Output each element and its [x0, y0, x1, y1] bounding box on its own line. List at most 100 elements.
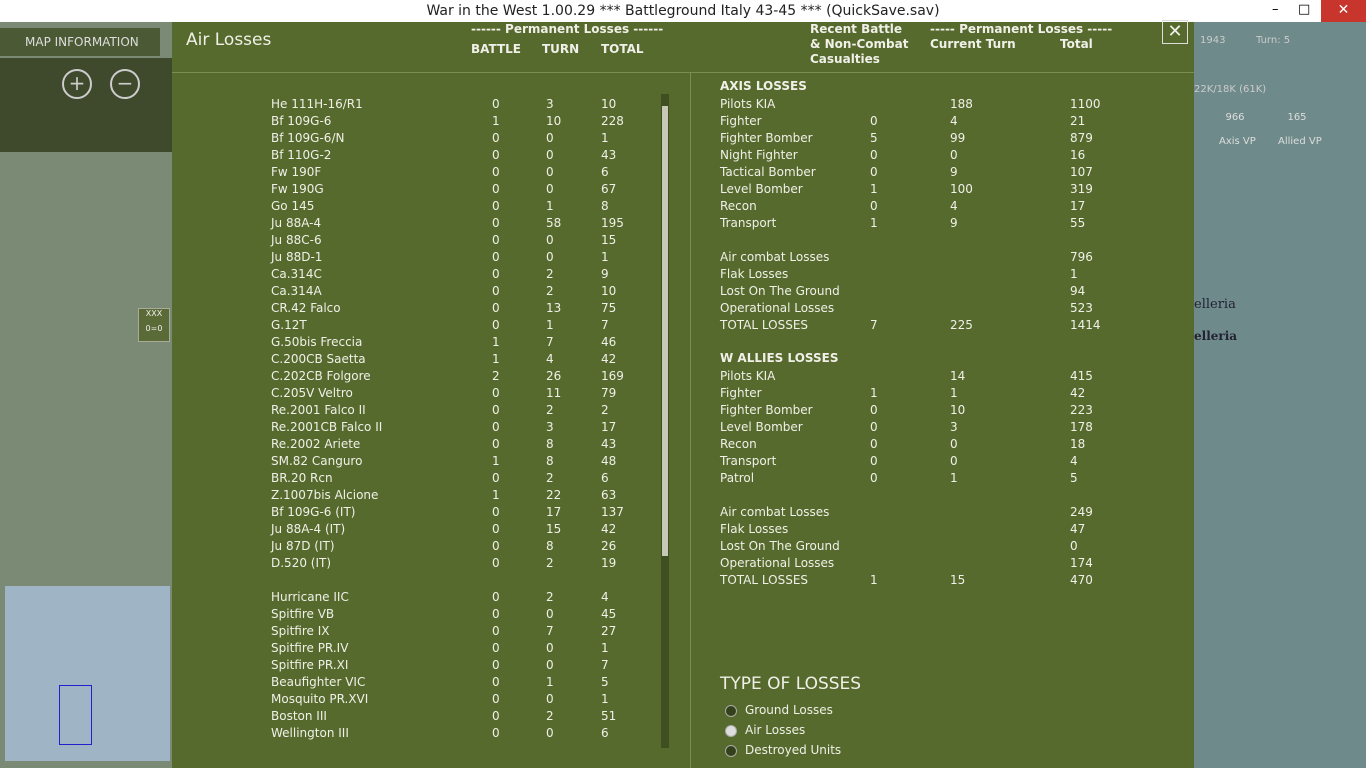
- cell-value: 0: [492, 131, 500, 145]
- row-label: Ju 88D-1: [271, 250, 323, 264]
- cell-value: 796: [1070, 250, 1093, 264]
- cell-value: 1: [546, 199, 554, 213]
- cell-value: 22: [546, 488, 562, 502]
- radio-button[interactable]: [725, 725, 737, 737]
- row-label: Lost On The Ground: [720, 539, 840, 553]
- cell-value: 0: [492, 165, 500, 179]
- radio-button[interactable]: [725, 745, 737, 757]
- row-label: TOTAL LOSSES: [720, 573, 809, 587]
- radio-label[interactable]: Air Losses: [745, 723, 806, 737]
- cell-value: 0: [492, 284, 500, 298]
- unit-counter[interactable]: XXX 0=0: [138, 308, 170, 342]
- cell-value: 1: [870, 573, 878, 587]
- cell-value: 43: [601, 437, 617, 451]
- cell-value: 2: [546, 267, 554, 281]
- row-label: BR.20 Rcn: [271, 471, 333, 485]
- cell-value: 0: [870, 403, 878, 417]
- cell-value: 94: [1070, 284, 1086, 298]
- cell-value: 0: [546, 131, 554, 145]
- radio-label[interactable]: Ground Losses: [745, 703, 833, 717]
- window-title: War in the West 1.00.29 *** Battleground…: [426, 3, 940, 19]
- cell-value: 0: [492, 726, 500, 740]
- row-label: Pilots KIA: [720, 369, 776, 383]
- cell-value: 1: [492, 114, 500, 128]
- cell-value: 8: [601, 199, 609, 213]
- cell-value: 0: [492, 675, 500, 689]
- row-label: Spitfire PR.IV: [271, 641, 349, 655]
- close-dialog-button[interactable]: ✕: [1162, 20, 1188, 44]
- cell-value: 46: [601, 335, 617, 349]
- map-information-tab[interactable]: MAP INFORMATION: [25, 35, 139, 49]
- map-label: elleria: [1194, 329, 1238, 343]
- row-label: Bf 109G-6/N: [271, 131, 345, 145]
- cell-value: 4: [1070, 454, 1078, 468]
- cell-value: 21: [1070, 114, 1086, 128]
- row-label: D.520 (IT): [271, 556, 332, 570]
- header: ----- Permanent Losses -----: [930, 22, 1113, 36]
- cell-value: 6: [601, 165, 609, 179]
- zoom-out-button[interactable]: −: [110, 69, 140, 99]
- row-label: SM.82 Canguro: [271, 454, 363, 468]
- row-label: C.202CB Folgore: [271, 369, 371, 383]
- row-label: Fighter: [720, 114, 762, 128]
- row-label: Level Bomber: [720, 420, 803, 434]
- cell-value: 26: [546, 369, 562, 383]
- row-label: Fw 190G: [271, 182, 324, 196]
- type-of-losses-title: TYPE OF LOSSES: [720, 674, 862, 694]
- row-label: Ju 88A-4 (IT): [271, 522, 346, 536]
- cell-value: 6: [601, 471, 609, 485]
- minimize-button[interactable]: –: [1272, 2, 1279, 17]
- header: & Non-Combat: [810, 37, 909, 51]
- header: BATTLE: [471, 42, 521, 56]
- row-label: TOTAL LOSSES: [720, 318, 809, 332]
- row-label: Level Bomber: [720, 182, 803, 196]
- close-button[interactable]: ✕: [1321, 0, 1366, 22]
- cell-value: 10: [601, 97, 617, 111]
- row-label: Mosquito PR.XVI: [271, 692, 369, 706]
- cell-value: 2: [546, 556, 554, 570]
- row-label: Spitfire IX: [271, 624, 330, 638]
- cell-value: 2: [601, 403, 609, 417]
- row-label: Lost On The Ground: [720, 284, 840, 298]
- cell-value: 1: [870, 216, 878, 230]
- row-label: Pilots KIA: [720, 97, 776, 111]
- cell-value: 27: [601, 624, 617, 638]
- cell-value: 0: [492, 148, 500, 162]
- cell-value: 4: [950, 114, 958, 128]
- cell-value: 10: [950, 403, 966, 417]
- cell-value: 15: [601, 233, 617, 247]
- row-label: Operational Losses: [720, 556, 835, 570]
- maximize-button[interactable]: □: [1298, 2, 1311, 17]
- cell-value: 0: [950, 454, 958, 468]
- cell-value: 415: [1070, 369, 1093, 383]
- row-label: C.200CB Saetta: [271, 352, 366, 366]
- cell-value: 7: [546, 335, 554, 349]
- radio-button[interactable]: [725, 705, 737, 717]
- cell-value: 42: [1070, 386, 1086, 400]
- title-bar: War in the West 1.00.29 *** Battleground…: [0, 0, 1366, 22]
- row-label: Operational Losses: [720, 301, 835, 315]
- cell-value: 137: [601, 505, 624, 519]
- cell-value: 0: [492, 216, 500, 230]
- cell-value: 2: [492, 369, 500, 383]
- cell-value: 0: [546, 692, 554, 706]
- cell-value: 0: [492, 471, 500, 485]
- cell-value: 0: [870, 114, 878, 128]
- cell-value: 17: [601, 420, 617, 434]
- cell-value: 15: [950, 573, 966, 587]
- radio-label[interactable]: Destroyed Units: [745, 743, 842, 757]
- zoom-in-button[interactable]: +: [62, 69, 92, 99]
- row-label: Z.1007bis Alcione: [271, 488, 379, 502]
- scrollbar-thumb[interactable]: [662, 106, 668, 556]
- cell-value: 0: [950, 148, 958, 162]
- cell-value: 249: [1070, 505, 1093, 519]
- cell-value: 0: [492, 182, 500, 196]
- cell-value: 11: [546, 386, 562, 400]
- cell-value: 7: [601, 318, 609, 332]
- axis-vp-label: Axis VP: [1219, 136, 1256, 147]
- cell-value: 0: [546, 165, 554, 179]
- minimap[interactable]: [5, 586, 170, 761]
- row-label: Spitfire PR.XI: [271, 658, 349, 672]
- header: Current Turn: [930, 37, 1016, 51]
- status-panel: 1943 Turn: 5 22K/18K (61K) 966 165 Axis …: [1194, 22, 1366, 768]
